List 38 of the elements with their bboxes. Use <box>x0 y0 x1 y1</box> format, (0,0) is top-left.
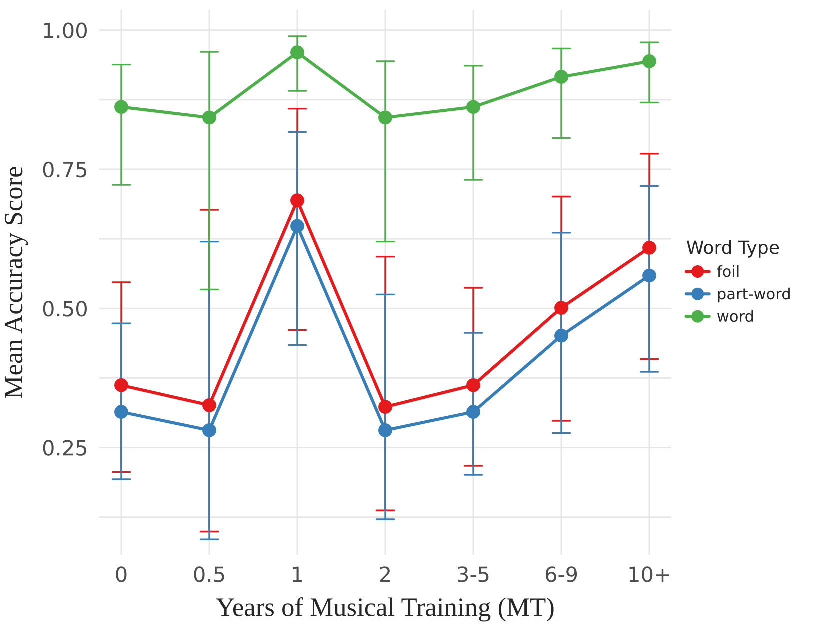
legend-label: foil <box>717 265 739 278</box>
x-tick-label: 6-9 <box>546 566 578 582</box>
y-tick-label: 1.00 <box>44 22 87 39</box>
x-tick-label: 3-5 <box>458 566 489 582</box>
legend-label: word <box>718 310 754 322</box>
point <box>114 100 128 114</box>
point <box>554 328 568 343</box>
point <box>642 240 656 255</box>
point <box>554 301 568 315</box>
point <box>202 398 216 412</box>
point <box>466 405 480 420</box>
point <box>290 46 304 60</box>
point <box>642 54 656 68</box>
point <box>378 400 392 414</box>
y-tick-label: 0.75 <box>43 162 87 178</box>
point <box>290 194 304 208</box>
point <box>466 378 480 392</box>
point <box>114 378 128 392</box>
x-tick-label: 2 <box>380 566 390 582</box>
x-tick-label: 10+ <box>630 566 670 582</box>
point <box>202 110 216 125</box>
point <box>114 405 128 420</box>
x-tick-label: 1 <box>293 566 302 582</box>
x-axis-title: Years of Musical Training (MT) <box>216 598 554 622</box>
y-tick-label: 0.25 <box>43 440 87 456</box>
x-tick-label: 0 <box>116 566 127 582</box>
x-tick-label: 0.5 <box>194 566 224 582</box>
point <box>378 424 392 438</box>
point <box>202 424 216 438</box>
legend-title: Word Type <box>686 240 780 258</box>
legend-label: part-word <box>718 288 790 303</box>
point <box>466 100 480 114</box>
point <box>378 110 392 125</box>
point <box>642 268 656 283</box>
point <box>554 70 568 84</box>
y-tick-label: 0.50 <box>43 301 87 317</box>
y-axis-title: Mean Accuracy Score <box>4 167 28 398</box>
point <box>290 219 304 234</box>
